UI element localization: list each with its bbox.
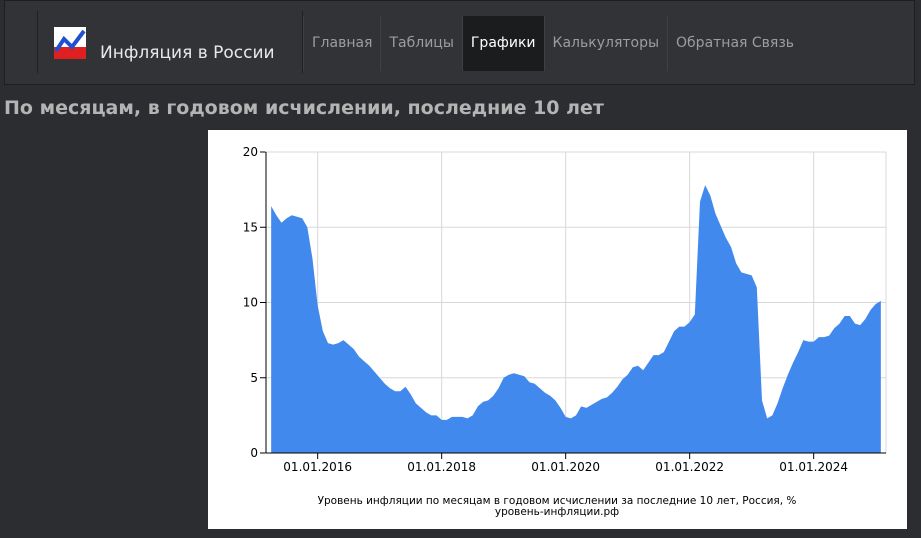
y-tick-label: 15 (243, 220, 258, 234)
chart-caption: уровень-инфляции.рф (495, 506, 619, 518)
chart: 0 5 10 15 20 01.01.2016 01.01.2018 01.01.2020 01… (208, 130, 907, 529)
x-tick-label: 01.01.2018 (407, 460, 476, 474)
y-tick-label: 5 (250, 371, 258, 385)
nav-item[interactable]: Главная (303, 16, 380, 71)
y-tick-label: 0 (250, 446, 258, 460)
x-tick-label: 01.01.2020 (531, 460, 600, 474)
x-tick-label: 01.01.2016 (283, 460, 352, 474)
y-tick-label: 10 (243, 296, 258, 310)
x-tick-label: 01.01.2024 (779, 460, 848, 474)
nav-item[interactable]: Графики (462, 16, 544, 71)
nav-item[interactable]: Калькуляторы (544, 16, 668, 71)
brand[interactable]: Инфляция в России (37, 11, 303, 73)
page: Инфляция в России ГлавнаяТаблицыГрафикиК… (0, 0, 921, 538)
page-heading: По месяцам, в годовом исчислении, послед… (4, 97, 604, 119)
brand-text: Инфляция в России (100, 43, 275, 63)
logo (54, 27, 88, 61)
nav-items: ГлавнаяТаблицыГрафикиКалькуляторыОбратна… (303, 16, 802, 71)
nav-item[interactable]: Обратная Связь (667, 16, 802, 71)
nav-item[interactable]: Таблицы (380, 16, 461, 71)
navbar: Инфляция в России ГлавнаяТаблицыГрафикиК… (4, 0, 915, 85)
y-tick-label: 20 (243, 145, 258, 159)
x-tick-label: 01.01.2022 (655, 460, 724, 474)
